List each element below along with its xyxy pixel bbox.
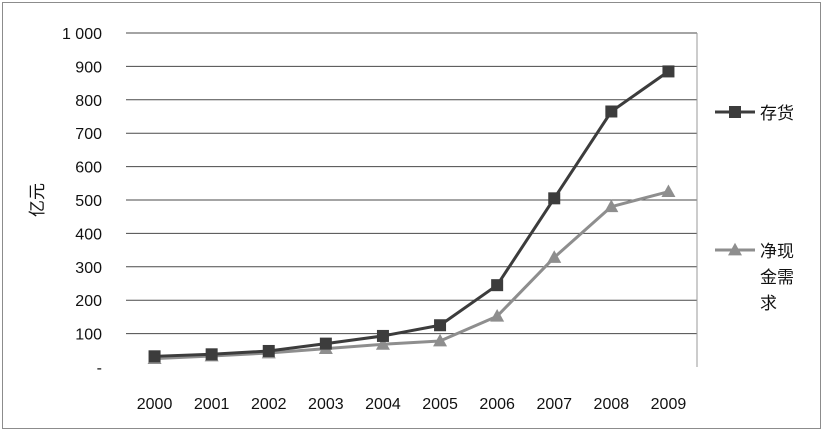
data-point [661,184,676,198]
data-point [662,65,675,78]
y-tick-label: - [97,360,102,377]
legend-label: 金需 [760,268,794,288]
data-point [433,333,448,347]
y-tick-label: 900 [75,59,102,76]
data-point [375,337,390,350]
data-point [548,192,561,205]
legend-label: 存货 [760,104,794,124]
y-tick-label: 600 [75,160,102,177]
y-tick-label: 100 [75,327,102,344]
data-point [262,344,275,357]
y-tick-label: 400 [75,226,102,243]
series-line [154,70,670,358]
series-layer [147,65,676,365]
series-2 [147,184,676,365]
y-tick-label: 200 [75,293,102,310]
x-tick-label: 2007 [536,396,572,413]
x-tick-label: 2006 [479,396,515,413]
y-tick-label: 700 [75,126,102,143]
y-tick-label: 300 [75,260,102,277]
x-tick-label: 2001 [194,396,230,413]
x-tick-label: 2000 [137,396,173,413]
x-tick-label: 2004 [365,396,401,413]
x-axis-ticks: 2000 2001 2002 2003 2004 2005 2006 2007 2008 2009 [137,396,687,413]
x-tick-label: 2002 [251,396,287,413]
gridlines [126,32,698,367]
x-tick-label: 2008 [594,396,630,413]
x-tick-label: 2009 [651,396,687,413]
x-tick-label: 2005 [422,396,458,413]
legend-marker [728,242,742,256]
legend-marker [729,106,741,118]
legend-entry: 存货 [715,104,794,124]
y-tick-label: 800 [75,93,102,110]
y-axis-ticks: - 100 200 300 400 500 600 700 800 900 1 000 [62,26,102,377]
y-tick-label: 500 [75,193,102,210]
data-point [205,348,218,361]
legend-label: 求 [760,294,777,314]
series-line [154,190,669,361]
data-point [376,329,389,342]
data-point [547,250,562,263]
data-point [491,279,504,292]
chart-frame: -100 200 300 400 500 600 700 800 900 1 000 2000 20… [2,2,821,429]
y-tick-label: 1 000 [62,26,102,43]
series-1 [148,65,675,363]
y-axis-label: 亿元 [28,183,48,217]
data-point [605,105,618,118]
x-tick-label: 2003 [308,396,344,413]
data-point [319,337,332,350]
data-point [434,319,447,332]
data-point [604,199,619,213]
data-point [148,350,161,363]
data-point [490,309,505,322]
legend-label: 净现 [760,242,794,262]
